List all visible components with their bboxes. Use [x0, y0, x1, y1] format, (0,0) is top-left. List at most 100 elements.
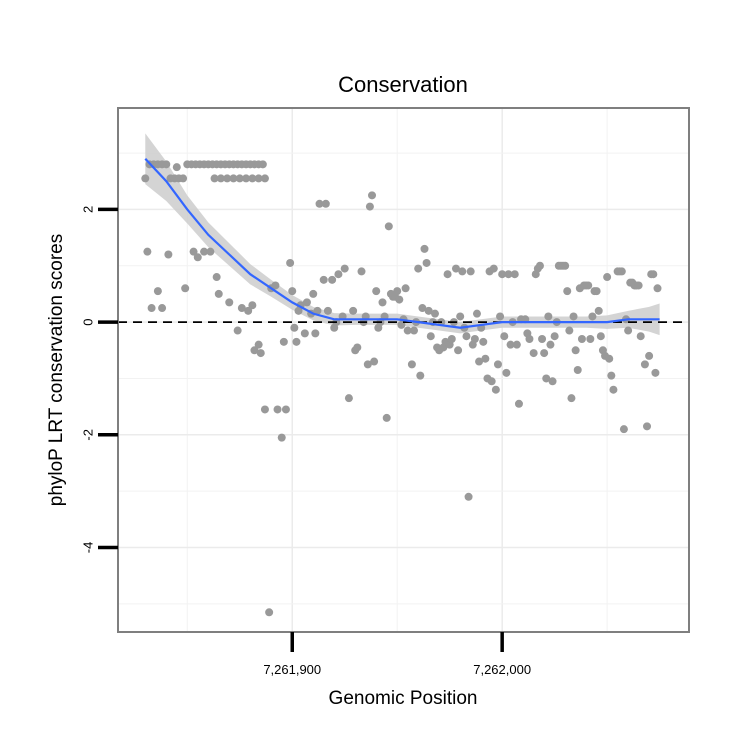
data-point: [487, 377, 496, 386]
data-point: [229, 174, 238, 183]
data-point: [634, 281, 643, 290]
data-point: [504, 270, 513, 279]
data-point: [214, 289, 223, 298]
data-point: [401, 284, 410, 293]
data-point: [200, 247, 209, 256]
data-point: [603, 273, 612, 282]
data-point: [315, 199, 324, 208]
data-point: [357, 267, 366, 276]
data-point: [561, 261, 570, 270]
data-point: [319, 275, 328, 284]
data-point: [162, 160, 171, 169]
plot-panel: [118, 108, 689, 632]
x-axis-label: Genomic Position: [329, 688, 478, 709]
data-point: [462, 332, 471, 341]
data-point: [250, 346, 259, 355]
y-tick-label: -2: [81, 429, 96, 441]
data-point: [277, 433, 286, 442]
data-point: [365, 202, 374, 211]
data-point: [456, 312, 465, 321]
y-axis-label: phyloP LRT conservation scores: [46, 234, 67, 507]
data-point: [617, 267, 626, 276]
data-point: [216, 174, 225, 183]
data-point: [420, 244, 429, 253]
data-point: [311, 329, 320, 338]
data-point: [368, 191, 377, 200]
y-tick-label: -4: [81, 542, 96, 554]
data-point: [454, 346, 463, 355]
data-point: [260, 174, 269, 183]
data-point: [353, 343, 362, 352]
data-point: [237, 304, 246, 313]
y-tick-label: 2: [81, 206, 96, 213]
data-point: [271, 281, 280, 290]
data-point: [584, 281, 593, 290]
data-point: [409, 326, 418, 335]
data-point: [464, 492, 473, 501]
x-tick-label: 7,261,900: [263, 662, 321, 677]
data-point: [349, 306, 358, 315]
data-point: [143, 247, 152, 256]
data-point: [256, 349, 265, 358]
data-point: [235, 174, 244, 183]
data-point: [565, 326, 574, 335]
data-point: [447, 335, 456, 344]
data-point: [451, 264, 460, 273]
data-point: [265, 608, 274, 617]
data-point: [544, 312, 553, 321]
data-point: [540, 349, 549, 358]
data-point: [258, 160, 267, 169]
data-point: [424, 306, 433, 315]
data-point: [596, 332, 605, 341]
data-point: [340, 264, 349, 273]
y-tick-label: 0: [81, 318, 96, 325]
data-point: [384, 222, 393, 231]
data-point: [210, 174, 219, 183]
y-axis-ticks: -4 -2 0 2: [81, 206, 118, 554]
data-point: [323, 306, 332, 315]
data-point: [254, 340, 263, 349]
data-point: [489, 264, 498, 273]
data-point: [458, 267, 467, 276]
data-point: [592, 287, 601, 296]
data-point: [422, 258, 431, 267]
data-point: [172, 163, 181, 172]
data-point: [313, 306, 322, 315]
data-point: [181, 284, 190, 293]
data-point: [493, 360, 502, 369]
data-point: [498, 270, 507, 279]
data-point: [288, 287, 297, 296]
data-point: [418, 304, 427, 313]
data-point: [609, 385, 618, 394]
data-point: [309, 289, 318, 298]
data-point: [443, 270, 452, 279]
data-point: [529, 349, 538, 358]
data-point: [382, 413, 391, 422]
data-point: [403, 326, 412, 335]
data-point: [292, 337, 301, 346]
data-point: [500, 332, 509, 341]
data-point: [372, 287, 381, 296]
smooth-fit-path: [144, 157, 660, 329]
data-point: [147, 304, 156, 313]
data-point: [475, 357, 484, 366]
data-point: [189, 247, 198, 256]
data-point: [571, 346, 580, 355]
data-point: [573, 366, 582, 374]
data-point: [502, 368, 511, 377]
data-point: [649, 270, 658, 279]
data-point: [153, 287, 162, 296]
smooth-fit-line: [144, 157, 660, 329]
data-point: [206, 247, 215, 256]
data-point: [588, 312, 597, 321]
data-point: [605, 354, 614, 363]
data-point: [550, 332, 559, 341]
data-point: [281, 405, 290, 414]
data-point: [248, 301, 257, 310]
data-point: [260, 405, 269, 414]
data-point: [164, 250, 173, 259]
data-points: [141, 160, 662, 617]
data-point: [481, 354, 490, 363]
data-point: [430, 309, 439, 318]
